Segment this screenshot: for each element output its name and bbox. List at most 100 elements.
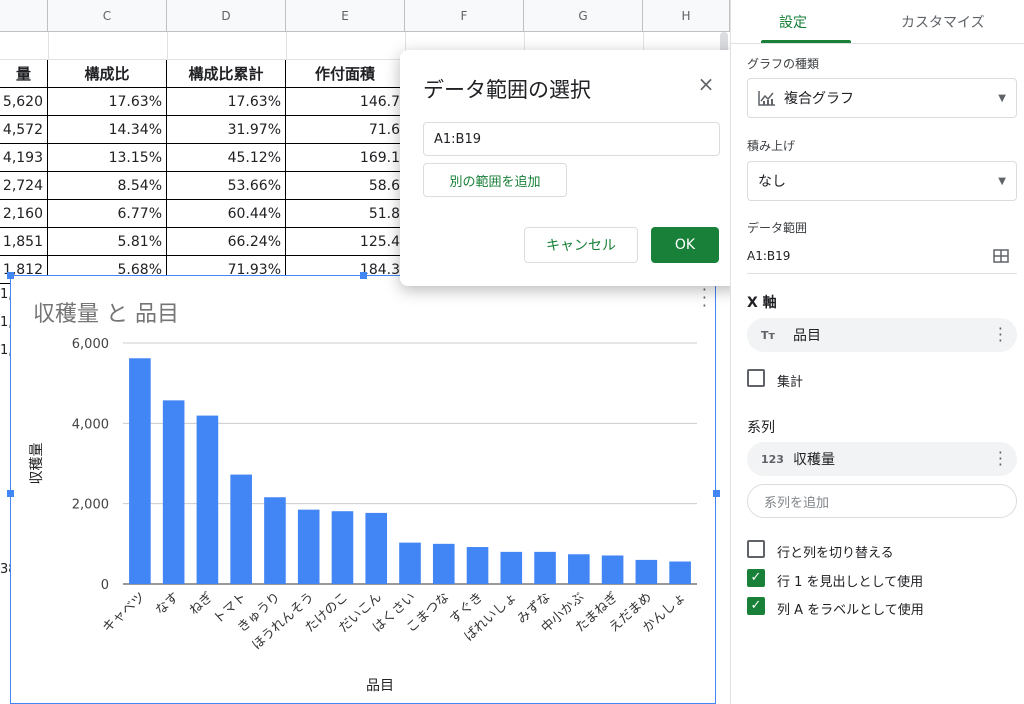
table-cell[interactable]: 66.24% xyxy=(167,228,286,256)
grid-line xyxy=(167,32,168,60)
bar xyxy=(399,542,421,584)
table-cell[interactable]: 5,620 xyxy=(0,88,48,116)
chart-type-dropdown[interactable]: 複合グラフ ▼ xyxy=(747,78,1017,118)
bar xyxy=(331,511,354,584)
data-range-value[interactable]: A1:B19 xyxy=(747,249,791,263)
use-row1-header-checkbox[interactable]: ✓ xyxy=(747,569,765,587)
y-axis-title: 収穫量 xyxy=(29,443,45,485)
chart-container[interactable]: 収穫量 と 品目 · · · 0 2,000 4,000 6,000 キャベツ なす ねぎ トマト… xyxy=(10,275,716,704)
resize-handle[interactable] xyxy=(7,272,14,279)
table-cell[interactable]: 13.15% xyxy=(48,144,167,172)
grid-line xyxy=(643,32,644,60)
chart-menu-icon[interactable]: · · · xyxy=(701,280,707,315)
bar xyxy=(365,512,388,584)
table-cell[interactable]: 71.6 xyxy=(286,116,405,144)
table-cell[interactable]: 60.44% xyxy=(167,200,286,228)
chart-editor-panel: 設定 カスタマイズ グラフの種類 複合グラフ ▼ 積み上げ なし ▼ データ範囲… xyxy=(730,0,1024,704)
resize-handle[interactable] xyxy=(713,490,720,497)
bar xyxy=(601,555,624,584)
tab-setup[interactable]: 設定 xyxy=(779,15,807,31)
column-header-f[interactable]: F xyxy=(405,0,524,32)
table-cell[interactable]: 5.81% xyxy=(48,228,167,256)
stacking-dropdown[interactable]: なし ▼ xyxy=(747,161,1017,201)
table-cell[interactable]: 169.1 xyxy=(286,144,405,172)
table-cell[interactable]: 1,851 xyxy=(0,228,48,256)
x-axis-chip-label: 品目 xyxy=(793,328,821,344)
tab-divider xyxy=(731,43,1024,44)
table-header-cell[interactable]: 構成比累計 xyxy=(167,60,286,88)
close-icon[interactable]: × xyxy=(697,72,715,96)
bar xyxy=(129,358,151,584)
bar xyxy=(669,561,691,584)
table-cell[interactable]: 45.12% xyxy=(167,144,286,172)
bar xyxy=(466,547,489,584)
resize-handle[interactable] xyxy=(7,490,14,497)
table-cell[interactable]: 31.97% xyxy=(167,116,286,144)
stacking-label: 積み上げ xyxy=(747,139,796,153)
section-divider xyxy=(747,273,1017,274)
grid-select-icon[interactable] xyxy=(993,249,1009,263)
column-header-h[interactable]: H xyxy=(643,0,730,32)
table-cell[interactable]: 6.77% xyxy=(48,200,167,228)
grid-line xyxy=(286,32,287,60)
table-cell[interactable]: 146.7 xyxy=(286,88,405,116)
range-input[interactable] xyxy=(423,122,720,156)
table-cell[interactable]: 2,724 xyxy=(0,172,48,200)
chart-title: 収穫量 と 品目 xyxy=(33,302,179,327)
bar xyxy=(297,509,320,584)
column-header-e[interactable]: E xyxy=(286,0,405,32)
column-header-b[interactable] xyxy=(0,0,48,32)
bar xyxy=(264,497,286,584)
table-cell-partial[interactable]: 1, xyxy=(0,286,12,302)
table-header-cell[interactable]: 量 xyxy=(0,60,48,88)
table-cell[interactable]: 8.54% xyxy=(48,172,167,200)
chart-type-value: 複合グラフ xyxy=(784,91,854,107)
bar xyxy=(196,415,219,584)
number-type-icon: 123 xyxy=(761,452,784,466)
add-range-button[interactable]: 別の範囲を追加 xyxy=(423,163,567,197)
add-series-input[interactable]: 系列を追加 xyxy=(747,484,1017,518)
table-cell[interactable]: 125.4 xyxy=(286,228,405,256)
column-header-c[interactable]: C xyxy=(48,0,167,32)
more-vert-icon[interactable]: · · · xyxy=(997,443,1003,474)
table-cell[interactable]: 2,160 xyxy=(0,200,48,228)
use-row1-header-label: 行 1 を見出しとして使用 xyxy=(777,575,924,590)
series-chip[interactable]: 123 収穫量 · · · xyxy=(747,442,1017,476)
tab-customize[interactable]: カスタマイズ xyxy=(901,15,985,31)
column-header-g[interactable]: G xyxy=(524,0,643,32)
table-header-cell[interactable]: 作付面積 xyxy=(286,60,405,88)
x-axis-chip[interactable]: Tт 品目 · · · xyxy=(747,318,1017,352)
bar xyxy=(568,554,590,584)
cancel-button[interactable]: キャンセル xyxy=(524,227,638,263)
table-cell[interactable]: 51.8 xyxy=(286,200,405,228)
ok-button[interactable]: OK xyxy=(651,227,719,263)
sheet-row-blank[interactable] xyxy=(0,32,730,60)
table-header-cell[interactable]: 構成比 xyxy=(48,60,167,88)
table-cell[interactable]: 4,572 xyxy=(0,116,48,144)
table-cell[interactable]: 4,193 xyxy=(0,144,48,172)
y-tick-label: 6,000 xyxy=(72,337,109,352)
series-section-title: 系列 xyxy=(747,420,775,436)
text-type-icon: Tт xyxy=(761,328,775,342)
table-cell[interactable]: 14.34% xyxy=(48,116,167,144)
bar xyxy=(500,551,523,584)
table-cell-partial[interactable]: 1, xyxy=(0,314,12,330)
resize-handle[interactable] xyxy=(360,272,367,279)
switch-rows-columns-checkbox[interactable] xyxy=(747,540,765,558)
aggregate-checkbox[interactable] xyxy=(747,369,765,387)
more-vert-icon[interactable]: · · · xyxy=(997,319,1003,350)
y-tick-label: 0 xyxy=(101,578,109,593)
use-colA-labels-checkbox[interactable]: ✓ xyxy=(747,597,765,615)
bar xyxy=(534,551,556,584)
table-cell-partial[interactable]: 1, xyxy=(0,342,12,358)
grid-line xyxy=(405,32,406,60)
table-cell[interactable]: 17.63% xyxy=(48,88,167,116)
table-cell[interactable]: 17.63% xyxy=(167,88,286,116)
column-header-d[interactable]: D xyxy=(167,0,286,32)
table-cell[interactable]: 53.66% xyxy=(167,172,286,200)
table-cell-partial[interactable]: 38 xyxy=(0,561,12,577)
bar xyxy=(635,559,658,584)
table-cell[interactable]: 58.6 xyxy=(286,172,405,200)
bar xyxy=(230,474,252,584)
